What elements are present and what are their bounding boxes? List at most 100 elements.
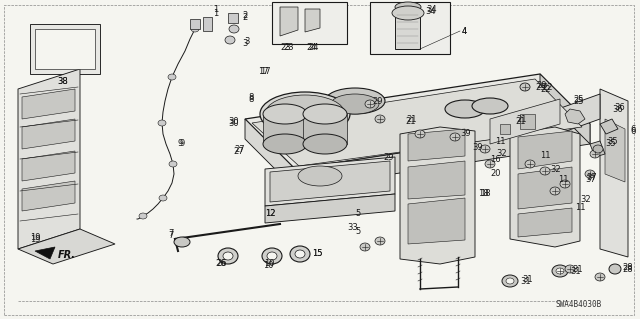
Ellipse shape	[450, 133, 460, 141]
Ellipse shape	[395, 2, 421, 12]
Polygon shape	[605, 119, 625, 182]
Text: 29: 29	[383, 152, 394, 161]
Polygon shape	[22, 89, 75, 119]
Text: 35: 35	[607, 137, 618, 146]
Text: 19: 19	[30, 234, 40, 243]
Text: 17: 17	[260, 66, 271, 76]
Ellipse shape	[365, 100, 375, 108]
Text: 24: 24	[306, 43, 317, 53]
Text: 29: 29	[372, 97, 383, 106]
Text: 32: 32	[580, 195, 591, 204]
Ellipse shape	[520, 83, 530, 91]
Text: 25: 25	[573, 94, 584, 103]
Text: 29: 29	[535, 83, 545, 92]
Text: 33: 33	[347, 222, 358, 232]
Text: 9: 9	[178, 139, 183, 149]
Polygon shape	[408, 198, 465, 244]
Polygon shape	[520, 114, 535, 129]
Text: 15: 15	[312, 249, 323, 258]
Polygon shape	[190, 19, 200, 29]
Ellipse shape	[331, 94, 379, 114]
Polygon shape	[228, 13, 238, 23]
Text: 1: 1	[213, 5, 218, 14]
Polygon shape	[600, 119, 618, 134]
Text: 5: 5	[355, 226, 360, 235]
Polygon shape	[245, 74, 590, 169]
Ellipse shape	[556, 268, 564, 274]
Ellipse shape	[303, 104, 347, 124]
Text: 30: 30	[228, 118, 239, 128]
Text: 10: 10	[264, 259, 275, 269]
Text: 6: 6	[630, 127, 636, 136]
Text: 9: 9	[179, 138, 184, 147]
Ellipse shape	[158, 120, 166, 126]
Text: 36: 36	[614, 102, 625, 112]
Polygon shape	[270, 161, 390, 202]
Text: 31: 31	[520, 277, 531, 286]
Text: 5: 5	[355, 210, 360, 219]
Ellipse shape	[550, 187, 560, 195]
Ellipse shape	[585, 170, 595, 178]
Text: 11: 11	[558, 174, 568, 183]
Text: 4: 4	[462, 26, 467, 35]
Ellipse shape	[290, 246, 310, 262]
Polygon shape	[265, 194, 395, 223]
Ellipse shape	[595, 273, 605, 281]
Polygon shape	[22, 119, 75, 149]
Text: 24: 24	[308, 42, 319, 51]
Text: 19: 19	[30, 233, 40, 241]
Bar	[272, 2, 347, 44]
Text: FR.: FR.	[58, 250, 76, 260]
Ellipse shape	[265, 95, 345, 133]
Text: 8: 8	[248, 93, 253, 101]
Polygon shape	[35, 247, 55, 259]
Text: 18: 18	[478, 189, 488, 198]
Ellipse shape	[223, 252, 233, 260]
Text: 27: 27	[233, 146, 244, 155]
Ellipse shape	[218, 248, 238, 264]
Ellipse shape	[267, 252, 277, 260]
Ellipse shape	[168, 74, 176, 80]
Text: 31: 31	[570, 266, 580, 276]
Text: 11: 11	[575, 203, 586, 211]
Polygon shape	[400, 127, 475, 264]
Text: 27: 27	[234, 145, 244, 153]
Text: 3: 3	[242, 39, 248, 48]
Ellipse shape	[525, 160, 535, 168]
Text: 15: 15	[312, 249, 323, 257]
Text: 2: 2	[242, 12, 247, 21]
Ellipse shape	[609, 264, 621, 274]
Polygon shape	[252, 79, 582, 166]
Polygon shape	[510, 127, 580, 247]
Polygon shape	[408, 129, 465, 161]
Text: 39: 39	[472, 143, 483, 152]
Polygon shape	[530, 94, 600, 144]
Ellipse shape	[560, 180, 570, 188]
Text: 26: 26	[215, 259, 226, 269]
Text: 7: 7	[168, 229, 173, 239]
Text: 38: 38	[57, 78, 68, 86]
Text: 23: 23	[280, 43, 291, 53]
Ellipse shape	[593, 145, 603, 153]
Text: 20: 20	[490, 169, 500, 179]
Ellipse shape	[229, 25, 239, 33]
Polygon shape	[518, 167, 572, 209]
Ellipse shape	[472, 98, 508, 114]
Ellipse shape	[375, 237, 385, 245]
Ellipse shape	[263, 134, 307, 154]
Polygon shape	[305, 9, 320, 32]
Text: 7: 7	[168, 231, 173, 240]
Text: 34: 34	[425, 6, 436, 16]
Polygon shape	[18, 229, 115, 264]
Polygon shape	[22, 181, 75, 211]
Text: 18: 18	[480, 189, 491, 197]
Polygon shape	[518, 131, 572, 169]
Text: 22: 22	[542, 83, 552, 92]
Text: 11: 11	[495, 137, 506, 145]
Polygon shape	[590, 141, 605, 157]
Polygon shape	[518, 208, 572, 237]
Ellipse shape	[260, 92, 350, 136]
Text: 32: 32	[496, 150, 507, 159]
Ellipse shape	[139, 213, 147, 219]
Text: 28: 28	[622, 263, 632, 271]
